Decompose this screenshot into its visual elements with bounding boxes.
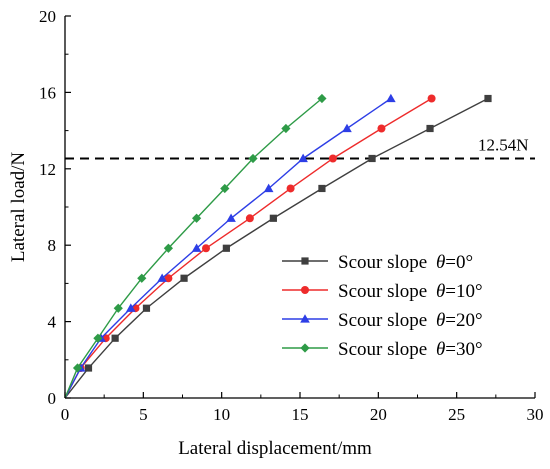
- series-3: [64, 93, 327, 399]
- legend-item: Scour slope θ=10°: [282, 281, 483, 302]
- y-tick-label: 12: [39, 160, 56, 179]
- data-point: [191, 243, 202, 252]
- legend-swatch-marker: [301, 286, 309, 294]
- series-line: [64, 97, 323, 399]
- y-tick-label: 20: [39, 7, 56, 26]
- data-point: [328, 154, 337, 163]
- data-point: [342, 123, 352, 133]
- x-tick-label: 25: [448, 405, 465, 424]
- data-point: [202, 244, 210, 253]
- legend-label-suffix: =0°: [445, 252, 473, 273]
- data-point: [377, 124, 386, 133]
- axes-group: 0 5 10 15 20 25 30 0 4 8 12 16 20 Lateral displacemen…: [8, 7, 544, 459]
- legend-label: Scour slope θ=10°: [338, 281, 483, 302]
- data-point: [317, 93, 327, 104]
- legend-label-prefix: Scour slope: [338, 252, 432, 273]
- reference-line-group: 12.54N: [65, 135, 535, 160]
- data-point: [298, 153, 308, 163]
- legend-label-prefix: Scour slope: [338, 339, 432, 360]
- y-tick-label: 0: [48, 389, 57, 408]
- legend-label-theta: θ: [436, 310, 445, 331]
- legend-label: Scour slope θ=30°: [338, 339, 483, 360]
- x-tick-label: 5: [139, 405, 148, 424]
- data-point: [220, 183, 230, 194]
- legend-item: Scour slope θ=20°: [282, 310, 483, 331]
- data-point: [84, 364, 93, 372]
- data-point: [318, 184, 326, 193]
- data-point: [157, 273, 167, 282]
- y-tick-label: 16: [39, 83, 56, 102]
- data-point: [137, 273, 147, 283]
- data-point: [142, 304, 151, 312]
- data-point: [113, 303, 123, 313]
- data-point: [269, 214, 277, 222]
- data-point: [226, 213, 236, 222]
- legend-label-prefix: Scour slope: [338, 281, 432, 302]
- data-point: [163, 243, 173, 253]
- legend: Scour slope θ=0°Scour slope θ=10°Scour s…: [282, 252, 483, 360]
- series-group: [64, 93, 492, 399]
- data-point: [484, 94, 492, 103]
- data-point: [192, 213, 202, 223]
- legend-label-theta: θ: [436, 281, 445, 302]
- y-axis-title: Lateral load/N: [8, 152, 29, 263]
- data-point: [248, 153, 258, 164]
- data-point: [368, 154, 376, 163]
- legend-label-suffix: =30°: [445, 339, 482, 360]
- x-axis-title: Lateral displacement/mm: [178, 438, 372, 459]
- data-point: [386, 93, 396, 103]
- x-tick-label: 0: [61, 405, 70, 424]
- legend-label-theta: θ: [436, 252, 445, 273]
- data-point: [93, 333, 103, 343]
- series-0: [64, 94, 492, 399]
- data-point: [281, 123, 291, 134]
- data-point: [111, 334, 119, 342]
- legend-label-prefix: Scour slope: [338, 310, 432, 331]
- x-tick-label: 10: [213, 405, 230, 424]
- data-point: [72, 363, 83, 373]
- y-tick-label: 8: [48, 236, 57, 255]
- y-tick-label: 4: [48, 313, 57, 332]
- legend-item: Scour slope θ=30°: [282, 339, 483, 360]
- data-point: [245, 214, 254, 223]
- legend-label-suffix: =20°: [445, 310, 482, 331]
- data-point: [263, 183, 274, 193]
- legend-label: Scour slope θ=20°: [338, 310, 483, 331]
- data-point: [180, 274, 188, 282]
- data-point: [126, 303, 136, 312]
- legend-swatch-marker: [301, 257, 309, 265]
- data-point: [427, 94, 436, 103]
- legend-label: Scour slope θ=0°: [338, 252, 473, 273]
- legend-swatch-marker: [300, 314, 310, 323]
- data-point: [164, 274, 173, 283]
- legend-label-theta: θ: [436, 339, 445, 360]
- legend-label-suffix: =10°: [445, 281, 482, 302]
- reference-line-label: 12.54N: [478, 135, 529, 154]
- data-point: [286, 184, 295, 193]
- x-tick-label: 15: [292, 405, 309, 424]
- legend-swatch-marker: [300, 343, 310, 353]
- x-tick-label: 30: [527, 405, 544, 424]
- legend-item: Scour slope θ=0°: [282, 252, 473, 273]
- data-point: [426, 124, 434, 133]
- x-tick-label: 20: [370, 405, 387, 424]
- data-point: [222, 244, 230, 252]
